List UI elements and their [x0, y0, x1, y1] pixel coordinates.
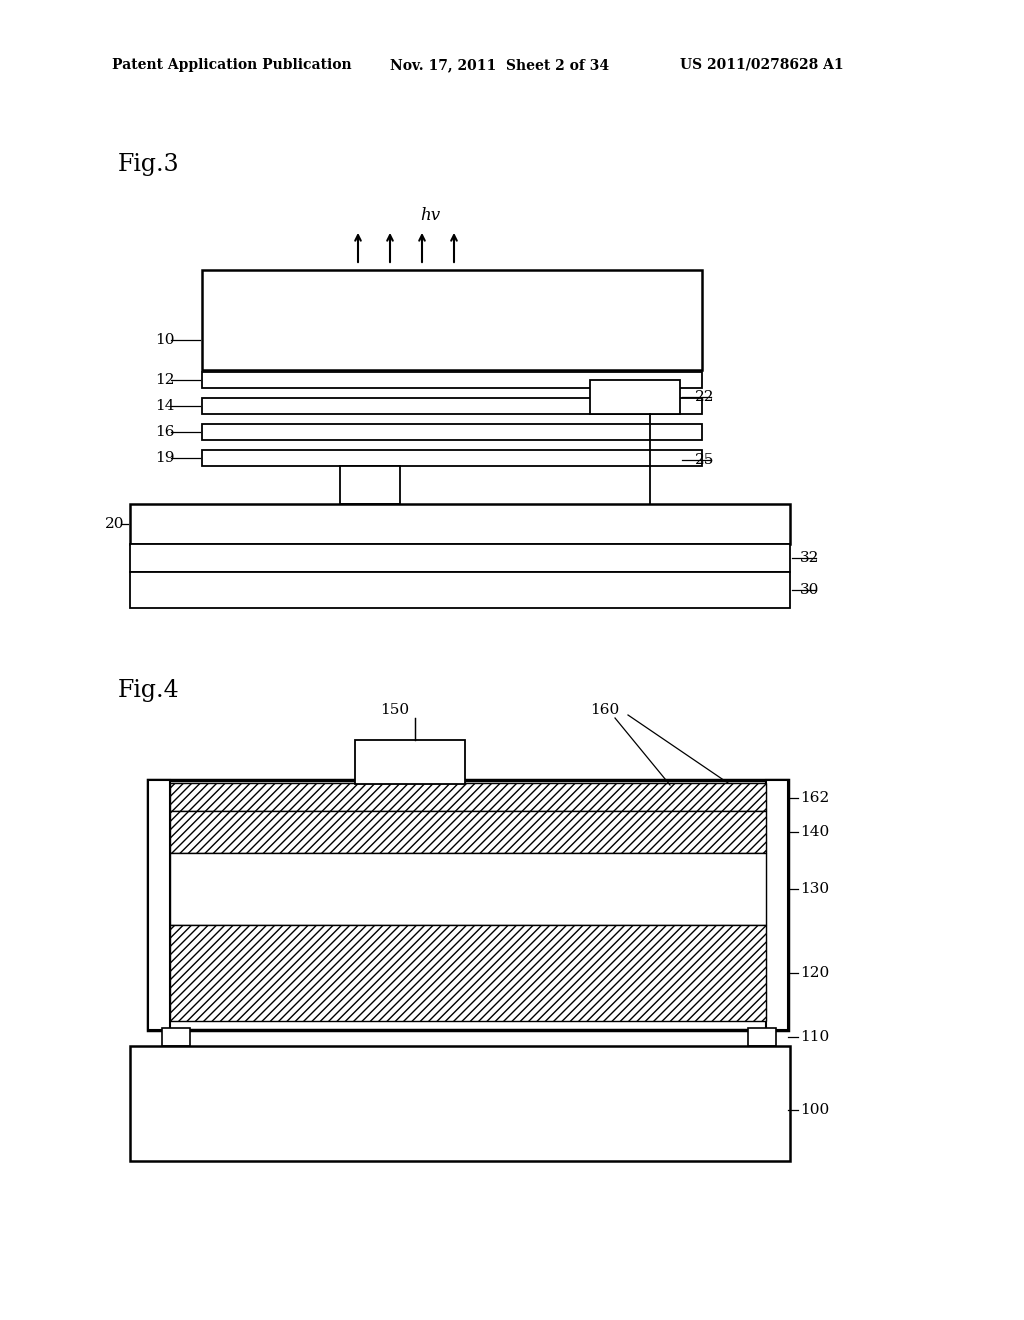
Text: 30: 30 [800, 583, 819, 597]
Text: 32: 32 [800, 550, 819, 565]
Text: hv: hv [420, 206, 440, 223]
Text: 14: 14 [155, 399, 174, 413]
Text: 162: 162 [800, 791, 829, 805]
Text: 140: 140 [800, 825, 829, 840]
Bar [170, 925, 766, 1020]
Bar [202, 399, 702, 414]
Bar [202, 372, 702, 388]
Bar [130, 544, 790, 572]
Text: Fig.4: Fig.4 [118, 678, 180, 701]
Text: 110: 110 [800, 1030, 829, 1044]
Text: 20: 20 [105, 517, 125, 531]
Text: 25: 25 [695, 453, 715, 467]
Bar [162, 1028, 190, 1045]
Text: 150: 150 [380, 704, 410, 717]
Text: Nov. 17, 2011  Sheet 2 of 34: Nov. 17, 2011 Sheet 2 of 34 [390, 58, 609, 73]
Bar [202, 271, 702, 370]
Text: 19: 19 [155, 451, 174, 465]
Bar [170, 810, 766, 853]
Bar [590, 380, 680, 414]
Text: 130: 130 [800, 882, 829, 896]
Bar [202, 450, 702, 466]
Bar [148, 780, 170, 1030]
Text: Fig.3: Fig.3 [118, 153, 179, 177]
Bar [130, 1045, 790, 1162]
Bar [130, 572, 790, 609]
Bar [355, 741, 465, 784]
Bar [130, 504, 790, 544]
Text: Patent Application Publication: Patent Application Publication [112, 58, 351, 73]
Bar [170, 853, 766, 925]
Text: 160: 160 [590, 704, 620, 717]
Bar [170, 783, 766, 810]
Text: US 2011/0278628 A1: US 2011/0278628 A1 [680, 58, 844, 73]
Text: 12: 12 [155, 374, 174, 387]
Bar [202, 424, 702, 440]
Text: 16: 16 [155, 425, 174, 440]
Bar [748, 1028, 776, 1045]
Text: 10: 10 [155, 333, 174, 347]
Bar [340, 466, 400, 504]
Text: 120: 120 [800, 966, 829, 979]
Text: 100: 100 [800, 1104, 829, 1117]
Text: 22: 22 [695, 389, 715, 404]
Bar [766, 780, 788, 1030]
Bar [148, 780, 788, 1030]
